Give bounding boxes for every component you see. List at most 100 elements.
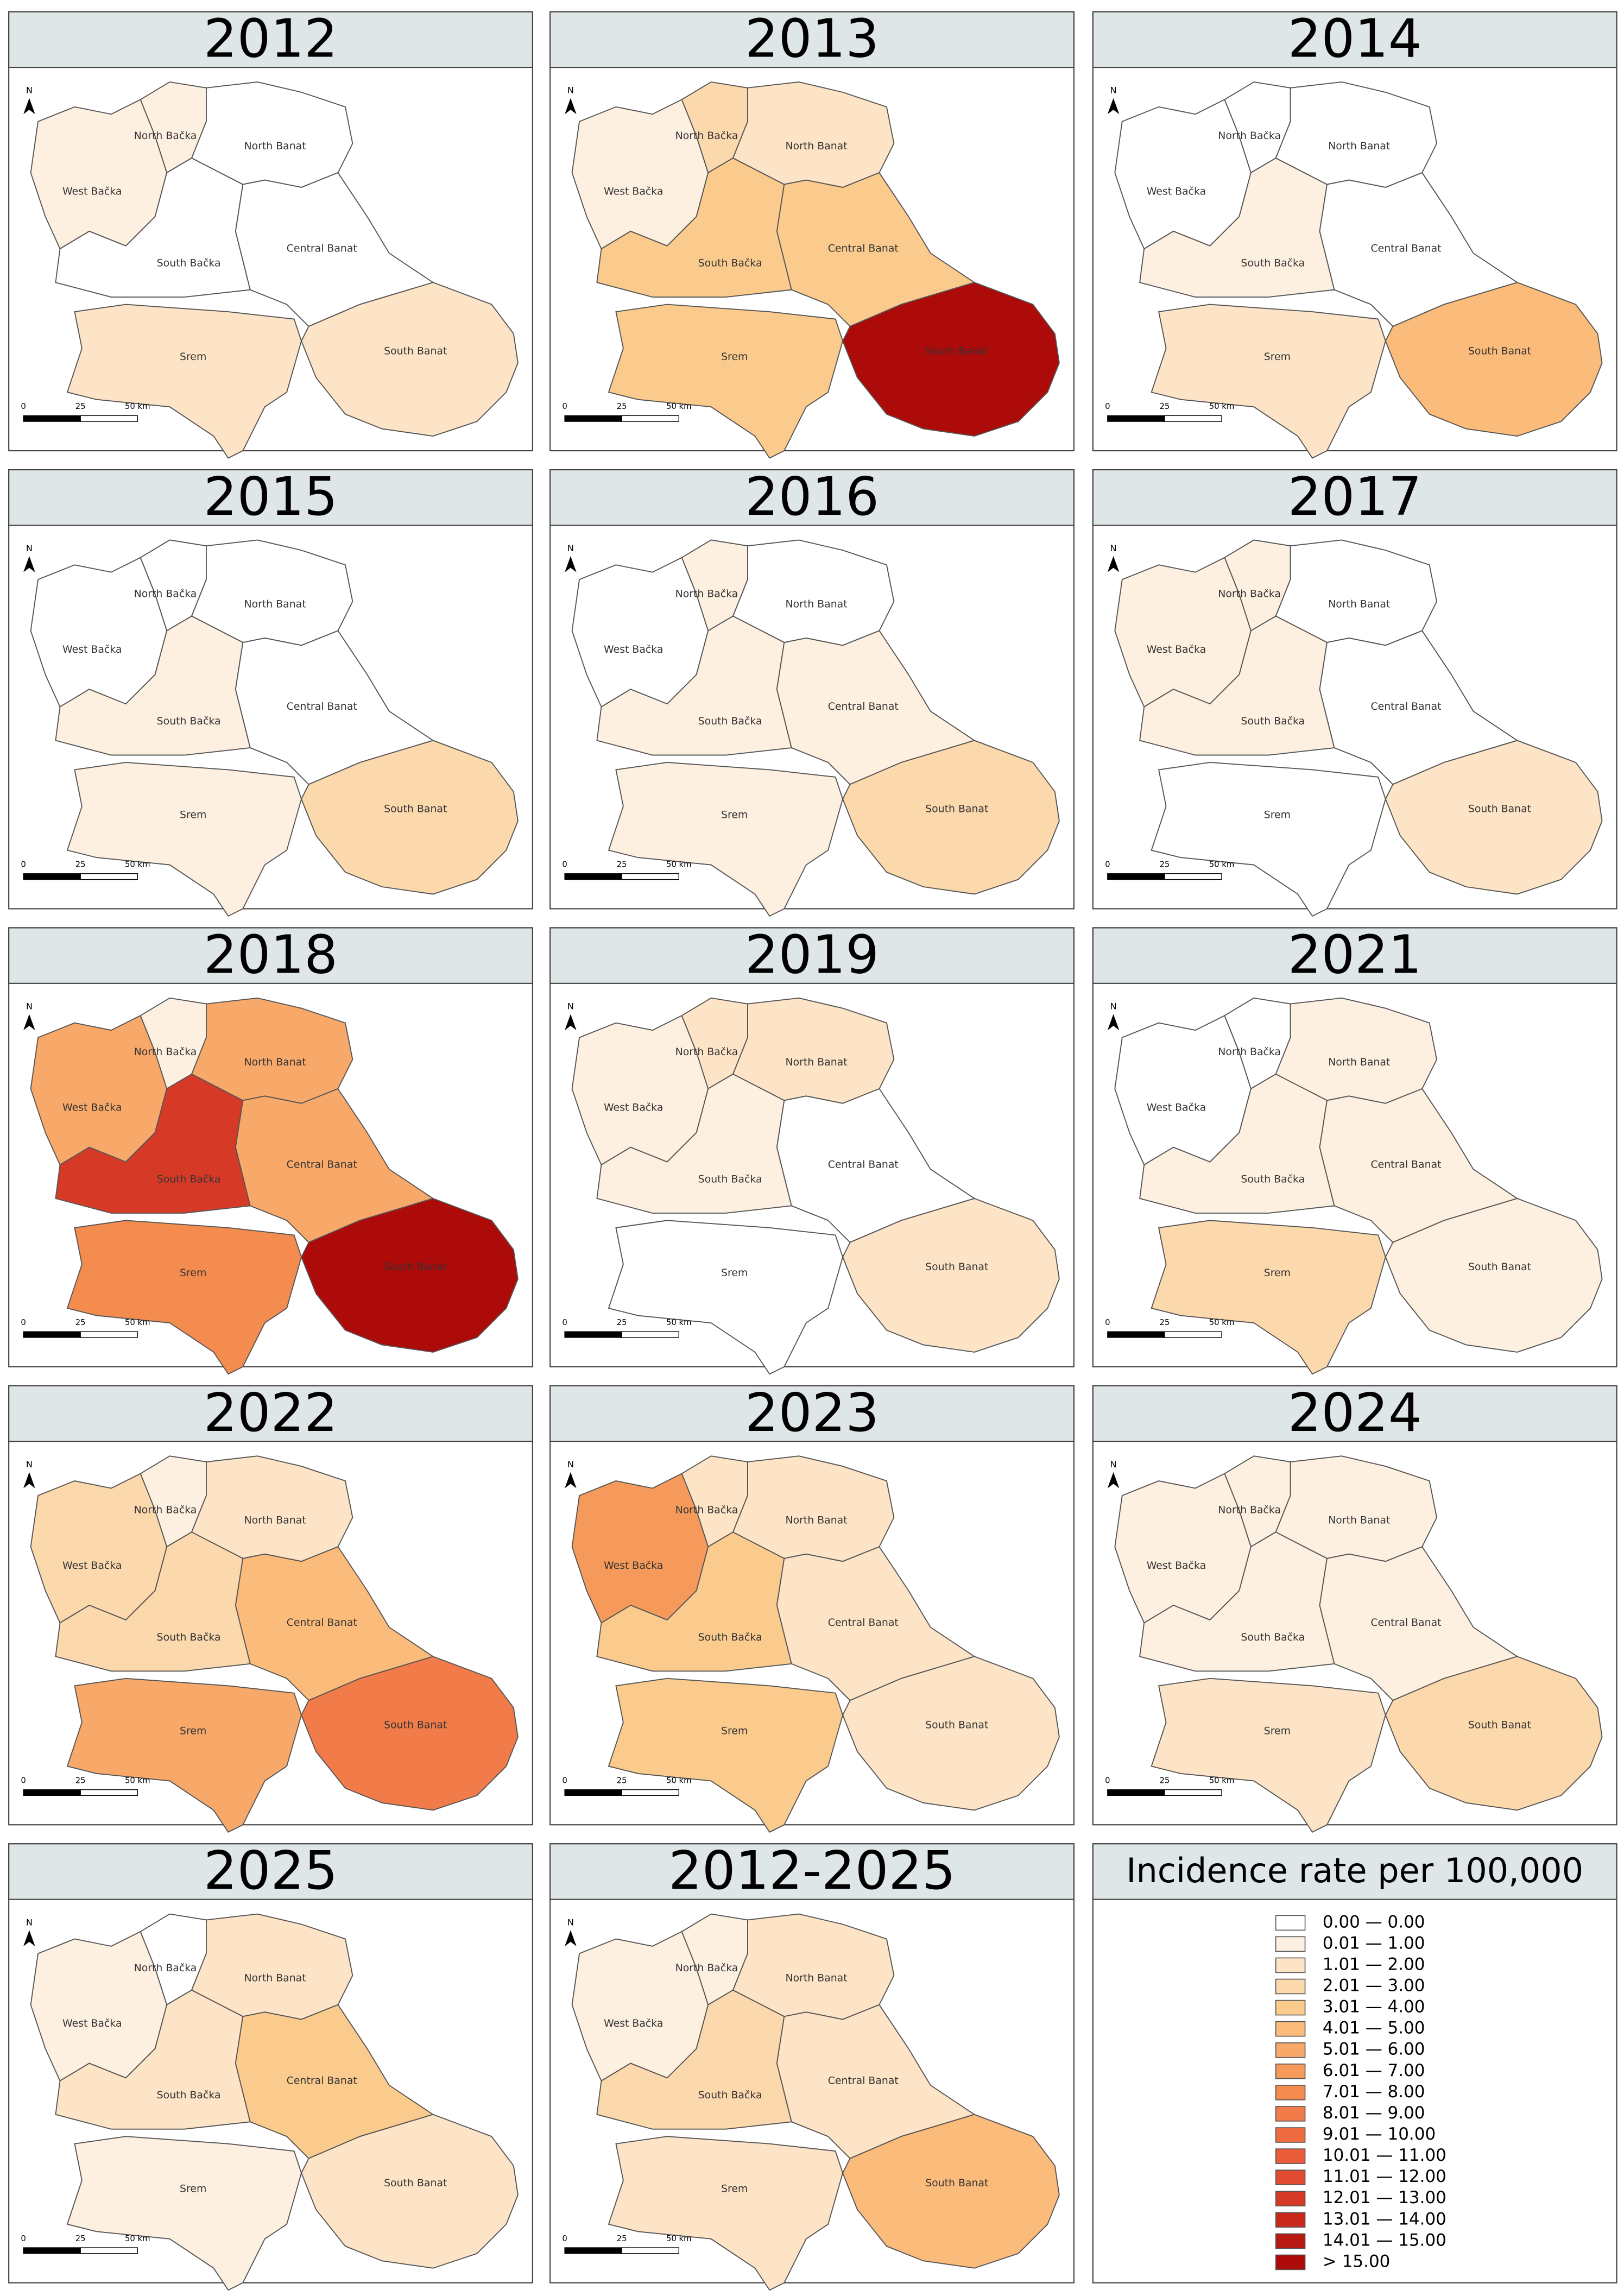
scale-label: 25: [1159, 402, 1170, 411]
region-label: Central Banat: [828, 701, 899, 712]
map-panel: 2013 West Bačka North Bačka North Banat Sout…: [549, 8, 1075, 459]
region-label: West Bačka: [1147, 1101, 1206, 1113]
region-label: North Banat: [786, 1056, 848, 1068]
scale-label: 0: [21, 860, 26, 869]
region: [66, 1677, 302, 1833]
scale-label: 50 km: [666, 1776, 692, 1785]
north-arrow: [23, 1930, 35, 1946]
legend-label: 13.01 — 14.00: [1323, 2209, 1446, 2229]
panel-title: 2025: [204, 1840, 338, 1901]
legend-label: 7.01 — 8.00: [1323, 2082, 1425, 2102]
scale-label: 25: [1159, 1318, 1170, 1327]
region: [301, 1197, 519, 1353]
region-label: West Bačka: [604, 186, 663, 198]
panel-header: [549, 1385, 1075, 1442]
region-label: South Banat: [384, 803, 447, 815]
scale-label: 50 km: [666, 402, 692, 411]
scale-bar-black: [23, 1331, 81, 1338]
scale-label: 25: [75, 402, 86, 411]
scale-label: 25: [75, 860, 86, 869]
scale-label: 25: [1159, 860, 1170, 869]
north-arrow: [23, 1472, 35, 1488]
map-panel: 2015 West Bačka North Bačka North Banat Sout…: [8, 466, 533, 917]
panel-title: 2022: [204, 1382, 338, 1443]
panel-title: 2012: [204, 8, 338, 70]
region-label: South Bačka: [157, 2089, 221, 2101]
region: [608, 762, 844, 917]
legend-swatch: [1275, 2233, 1306, 2249]
scale-bar-black: [564, 1789, 622, 1796]
region-label: North Bačka: [134, 1962, 197, 1974]
region-label: North Banat: [244, 1514, 306, 1526]
region-label: North Banat: [1328, 1056, 1390, 1068]
region-label: North Banat: [244, 598, 306, 610]
legend-label: 8.01 — 9.00: [1323, 2103, 1425, 2123]
region-label: South Bačka: [1241, 715, 1305, 727]
north-arrow: [1107, 98, 1120, 115]
legend-label: 11.01 — 12.00: [1323, 2167, 1446, 2186]
panel-title: 2012-2025: [668, 1840, 956, 1901]
scale-label: 50 km: [125, 2234, 150, 2243]
scale-bar-white: [80, 415, 138, 422]
region: [842, 1197, 1060, 1353]
north-label: N: [567, 85, 574, 96]
region: [301, 2114, 519, 2269]
region-label: West Bačka: [62, 2017, 122, 2029]
legend-label: 12.01 — 13.00: [1323, 2188, 1446, 2207]
scale-label: 50 km: [666, 860, 692, 869]
region-label: South Banat: [925, 803, 988, 815]
legend-label: 10.01 — 11.00: [1323, 2146, 1446, 2165]
region-label: Srem: [1264, 1267, 1291, 1279]
region: [608, 1220, 844, 1375]
north-label: N: [1110, 1459, 1117, 1469]
legend-swatch: [1275, 1936, 1306, 1952]
region-label: North Banat: [786, 140, 848, 152]
region-label: Srem: [180, 809, 206, 821]
north-label: N: [26, 543, 33, 553]
north-label: N: [567, 1917, 574, 1927]
legend: Incidence rate per 100,000 0.00 — 0.000.0…: [1092, 1843, 1617, 2284]
region-label: West Bačka: [62, 644, 122, 655]
scale-label: 25: [617, 1776, 627, 1785]
region-label: Central Banat: [828, 243, 899, 255]
legend-swatch: [1275, 2042, 1306, 2058]
region-label: South Bačka: [1241, 1173, 1305, 1185]
region-label: South Banat: [384, 1261, 447, 1273]
region-label: Srem: [721, 809, 748, 821]
panel-header: [549, 927, 1075, 984]
north-arrow: [1107, 1472, 1120, 1488]
scale-bar-black: [1107, 1789, 1165, 1796]
region-label: West Bačka: [604, 1101, 663, 1113]
legend-label: 4.01 — 5.00: [1323, 2019, 1425, 2038]
panel-title: 2021: [1288, 924, 1422, 985]
region-label: North Bačka: [134, 588, 197, 600]
region: [66, 2136, 302, 2291]
region-label: North Bačka: [675, 130, 738, 142]
scale-label: 0: [21, 402, 26, 411]
north-arrow: [1107, 1014, 1120, 1031]
region-label: Srem: [721, 1267, 748, 1279]
region: [1385, 282, 1603, 437]
legend-swatch: [1275, 2212, 1306, 2228]
north-label: N: [26, 1001, 33, 1011]
panel-header: [8, 11, 533, 68]
region-label: South Banat: [1468, 1719, 1531, 1731]
region-label: Central Banat: [1370, 1617, 1441, 1629]
panel-title: 2019: [745, 924, 879, 985]
legend-swatch: [1275, 2106, 1306, 2122]
region: [301, 740, 519, 895]
panel-header: [1092, 1843, 1617, 1900]
region-label: South Banat: [925, 1261, 988, 1273]
legend-swatch: [1275, 2191, 1306, 2207]
region-label: South Banat: [1468, 803, 1531, 815]
legend-swatch: [1275, 1978, 1306, 1995]
region: [608, 304, 844, 459]
region-label: South Bačka: [1241, 1631, 1305, 1643]
legend-swatch: [1275, 2127, 1306, 2143]
panel-title: 2015: [204, 466, 338, 527]
region-label: West Bačka: [1147, 1560, 1206, 1572]
region: [1151, 1677, 1386, 1833]
region-label: West Bačka: [604, 2017, 663, 2029]
